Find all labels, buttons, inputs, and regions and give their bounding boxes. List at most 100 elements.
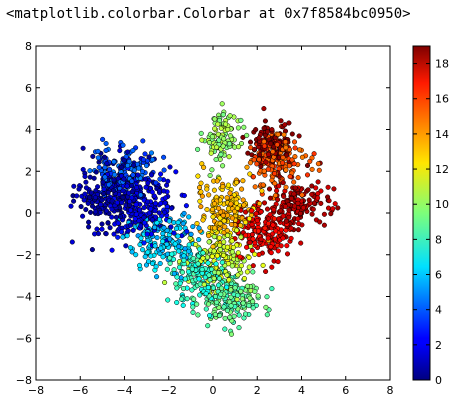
scatter-point bbox=[250, 269, 256, 275]
scatter-point bbox=[149, 260, 156, 267]
scatter-point bbox=[295, 175, 301, 181]
scatter-point bbox=[130, 162, 137, 168]
scatter-point bbox=[186, 214, 192, 220]
scatter-point bbox=[272, 180, 278, 186]
scatter-point bbox=[93, 209, 99, 215]
scatter-point bbox=[190, 304, 196, 310]
scatter-point bbox=[249, 221, 255, 228]
scatter-point bbox=[247, 171, 253, 177]
scatter-point bbox=[186, 242, 192, 248]
scatter-point bbox=[191, 296, 197, 302]
scatter-point bbox=[244, 283, 251, 289]
scatter-point bbox=[190, 255, 196, 261]
scatter-point bbox=[250, 174, 256, 180]
scatter-point bbox=[269, 286, 275, 292]
scatter-point bbox=[316, 167, 322, 173]
scatter-point bbox=[269, 127, 275, 133]
scatter-point bbox=[138, 192, 144, 198]
scatter-point bbox=[261, 125, 267, 131]
scatter-point bbox=[197, 246, 203, 252]
scatter-point bbox=[206, 192, 212, 198]
scatter-point bbox=[318, 200, 324, 206]
scatter-point bbox=[261, 200, 268, 206]
scatter-point bbox=[224, 284, 230, 290]
x-tick-label: −6 bbox=[72, 384, 88, 397]
scatter-point bbox=[222, 326, 228, 332]
scatter-point bbox=[190, 309, 196, 315]
scatter-point bbox=[221, 218, 227, 224]
colorbar-tick-label: 10 bbox=[435, 198, 449, 211]
scatter-point bbox=[217, 247, 223, 253]
scatter-point bbox=[229, 238, 235, 244]
scatter-point bbox=[99, 221, 105, 227]
scatter-point bbox=[253, 127, 259, 133]
scatter-point bbox=[95, 148, 101, 154]
scatter-point bbox=[298, 240, 304, 246]
scatter-point bbox=[232, 285, 238, 291]
scatter-point bbox=[216, 205, 222, 211]
scatter-point bbox=[87, 168, 93, 174]
scatter-point bbox=[280, 213, 286, 219]
scatter-point bbox=[100, 136, 106, 142]
scatter-point bbox=[296, 221, 302, 227]
scatter-point bbox=[258, 209, 264, 215]
scatter-point bbox=[164, 241, 170, 247]
scatter-point bbox=[141, 205, 147, 211]
scatter-point bbox=[315, 191, 321, 197]
scatter-point bbox=[297, 147, 303, 153]
scatter-point bbox=[101, 154, 108, 160]
scatter-point bbox=[281, 132, 287, 138]
scatter-point bbox=[153, 180, 159, 186]
scatter-point bbox=[123, 243, 129, 249]
scatter-point bbox=[235, 125, 241, 131]
scatter-point bbox=[247, 139, 254, 145]
scatter-point bbox=[291, 179, 297, 185]
scatter-point bbox=[244, 244, 250, 250]
scatter-point bbox=[215, 270, 221, 276]
scatter-point bbox=[186, 269, 192, 275]
scatter-point bbox=[259, 188, 265, 194]
y-tick-label: −4 bbox=[16, 291, 32, 304]
scatter-point bbox=[196, 225, 202, 231]
scatter-point bbox=[265, 221, 271, 227]
scatter-point bbox=[145, 237, 151, 243]
scatter-point bbox=[137, 207, 143, 213]
scatter-point bbox=[295, 227, 301, 233]
scatter-point bbox=[262, 118, 268, 124]
scatter-point bbox=[325, 194, 331, 200]
scatter-point bbox=[315, 179, 321, 185]
scatter-point bbox=[228, 201, 234, 207]
scatter-point bbox=[160, 231, 166, 237]
scatter-point bbox=[222, 224, 228, 230]
scatter-point bbox=[109, 206, 115, 212]
scatter-point bbox=[252, 184, 258, 190]
scatter-point bbox=[102, 164, 108, 171]
y-tick-label: −6 bbox=[16, 332, 32, 345]
scatter-point bbox=[274, 188, 280, 194]
scatter-point bbox=[258, 236, 264, 242]
scatter-point bbox=[98, 202, 104, 208]
scatter-point bbox=[103, 231, 109, 237]
scatter-point bbox=[139, 168, 146, 174]
scatter-point bbox=[269, 264, 275, 270]
scatter-point bbox=[115, 220, 121, 226]
scatter-point bbox=[246, 303, 252, 309]
scatter-point bbox=[288, 235, 294, 241]
scatter-point bbox=[263, 159, 269, 165]
scatter-point bbox=[175, 219, 181, 226]
scatter-point bbox=[283, 167, 289, 173]
scatter-point bbox=[169, 251, 175, 257]
scatter-point bbox=[119, 229, 125, 235]
scatter-point bbox=[209, 207, 216, 213]
scatter-point bbox=[269, 177, 275, 183]
scatter-point bbox=[283, 145, 289, 151]
scatter-point bbox=[100, 179, 106, 185]
scatter-point bbox=[199, 266, 205, 273]
scatter-point bbox=[278, 118, 284, 124]
y-tick-label: 4 bbox=[25, 124, 32, 137]
colorbar-tick-label: 0 bbox=[435, 374, 442, 387]
scatter-point bbox=[149, 172, 155, 178]
scatter-point bbox=[263, 268, 269, 275]
scatter-point bbox=[282, 139, 289, 145]
scatter-point bbox=[95, 155, 101, 161]
